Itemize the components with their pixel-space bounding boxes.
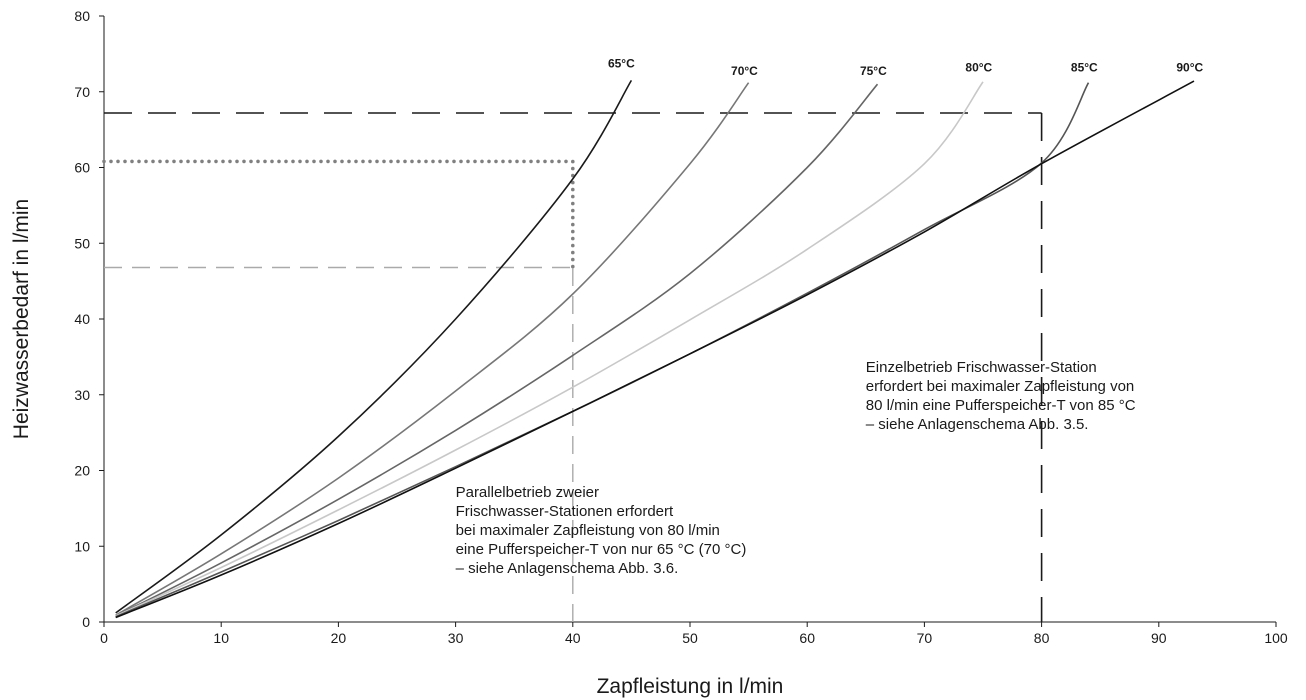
x-tick-label: 30	[448, 630, 464, 646]
annotation-line: – siehe Anlagenschema Abb. 3.6.	[456, 560, 679, 577]
x-tick-label: 80	[1034, 630, 1050, 646]
x-tick-label: 60	[799, 630, 815, 646]
annotation-line: 80 l/min eine Pufferspeicher-T von 85 °C	[866, 397, 1136, 414]
y-axis-title: Heizwasserbedarf in l/min	[10, 199, 33, 439]
series-line-75	[115, 83, 879, 617]
x-tick-label: 40	[565, 630, 581, 646]
x-tick-label: 10	[213, 630, 229, 646]
annotation-line: Einzelbetrieb Frischwasser-Station	[866, 359, 1097, 376]
annotation-line: eine Pufferspeicher-T von nur 65 °C (70 …	[456, 541, 747, 558]
x-tick-label: 90	[1151, 630, 1167, 646]
series-line-80	[115, 81, 984, 617]
y-tick-label: 20	[74, 463, 90, 479]
y-tick-label: 60	[74, 160, 90, 176]
x-tick-label: 70	[917, 630, 933, 646]
reference-lines	[102, 112, 1043, 622]
series-label-85: 85°C	[1071, 60, 1098, 74]
y-tick-label: 70	[74, 84, 90, 100]
annotation-line: Parallelbetrieb zweier	[456, 484, 599, 501]
series-label-90: 90°C	[1176, 60, 1203, 74]
annotation-line: – siehe Anlagenschema Abb. 3.5.	[866, 416, 1089, 433]
x-tick-label: 20	[331, 630, 347, 646]
series-label-70: 70°C	[731, 64, 758, 78]
annotation-line: bei maximaler Zapfleistung von 80 l/min	[456, 522, 720, 539]
series-line-70	[115, 82, 750, 616]
annotations: Parallelbetrieb zweier Frischwasser-Stati…	[456, 359, 1136, 577]
annotation-text-1: Parallelbetrieb zweier Frischwasser-Stati…	[456, 484, 747, 577]
x-tick-label: 100	[1264, 630, 1288, 646]
y-tick-label: 50	[74, 235, 90, 251]
x-axis-title: Zapfleistung in l/min	[597, 675, 784, 698]
y-tick-label: 10	[74, 538, 90, 554]
series-label-80: 80°C	[965, 60, 992, 74]
annotation-text-2: Einzelbetrieb Frischwasser-Station erford…	[866, 359, 1136, 433]
series-line-90	[115, 80, 1195, 619]
reference-line-dotted	[102, 159, 575, 270]
y-tick-label: 40	[74, 311, 90, 327]
annotation-line: Frischwasser-Stationen erfordert	[456, 503, 674, 520]
axes: 0 10 20 30 40 50 60 70 80 90 100 0 10 20 30 40 50 60 70 80	[74, 8, 1287, 646]
series-line-65	[115, 79, 633, 614]
x-tick-label: 50	[682, 630, 698, 646]
series-lines	[115, 79, 1195, 619]
x-tick-label: 0	[100, 630, 108, 646]
series-label-75: 75°C	[860, 64, 887, 78]
y-tick-label: 80	[74, 8, 90, 24]
y-tick-label: 30	[74, 387, 90, 403]
annotation-line: erfordert bei maximaler Zapfleistung von	[866, 378, 1134, 395]
y-tick-label: 0	[82, 614, 90, 630]
series-labels: 65°C 70°C 75°C 80°C 85°C 90°C	[608, 57, 1204, 79]
series-label-65: 65°C	[608, 57, 635, 71]
